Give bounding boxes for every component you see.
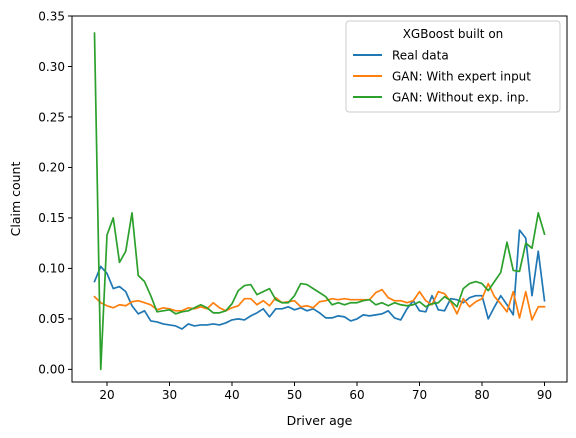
y-tick-label: 0.00 [38,363,65,377]
legend-label-gan-without-expert: GAN: Without exp. inp. [392,91,529,105]
x-tick-label: 90 [537,388,552,402]
y-axis-label: Claim count [8,162,23,237]
x-tick-label: 70 [412,388,427,402]
y-tick-label: 0.35 [38,9,65,23]
x-tick-label: 50 [287,388,302,402]
legend-title: XGBoost built on [403,27,504,41]
x-tick-label: 80 [474,388,489,402]
series-line-0 [93,229,546,330]
series-line-2 [93,32,546,371]
y-tick-label: 0.20 [38,161,65,175]
x-tick-label: 20 [99,388,114,402]
legend-label-gan-with-expert: GAN: With expert input [392,70,531,84]
series-layer [93,32,546,371]
y-tick-label: 0.05 [38,312,65,326]
legend: XGBoost built on Real data GAN: With exp… [345,20,561,113]
x-axis-label: Driver age [287,413,353,428]
plot-frame [71,15,568,383]
x-tick-label: 30 [162,388,177,402]
y-tick-label: 0.10 [38,262,65,276]
ticks-layer: 20 30 40 50 60 70 80 90 0.00 0.05 0.10 0.15 0.20 0.25… [38,9,552,402]
y-tick-label: 0.30 [38,60,65,74]
y-tick-label: 0.15 [38,211,65,225]
x-tick-label: 40 [224,388,239,402]
legend-label-real-data: Real data [392,49,449,63]
legend-box [345,20,561,113]
x-tick-label: 60 [349,388,364,402]
series-line-1 [93,282,546,321]
y-tick-label: 0.25 [38,110,65,124]
